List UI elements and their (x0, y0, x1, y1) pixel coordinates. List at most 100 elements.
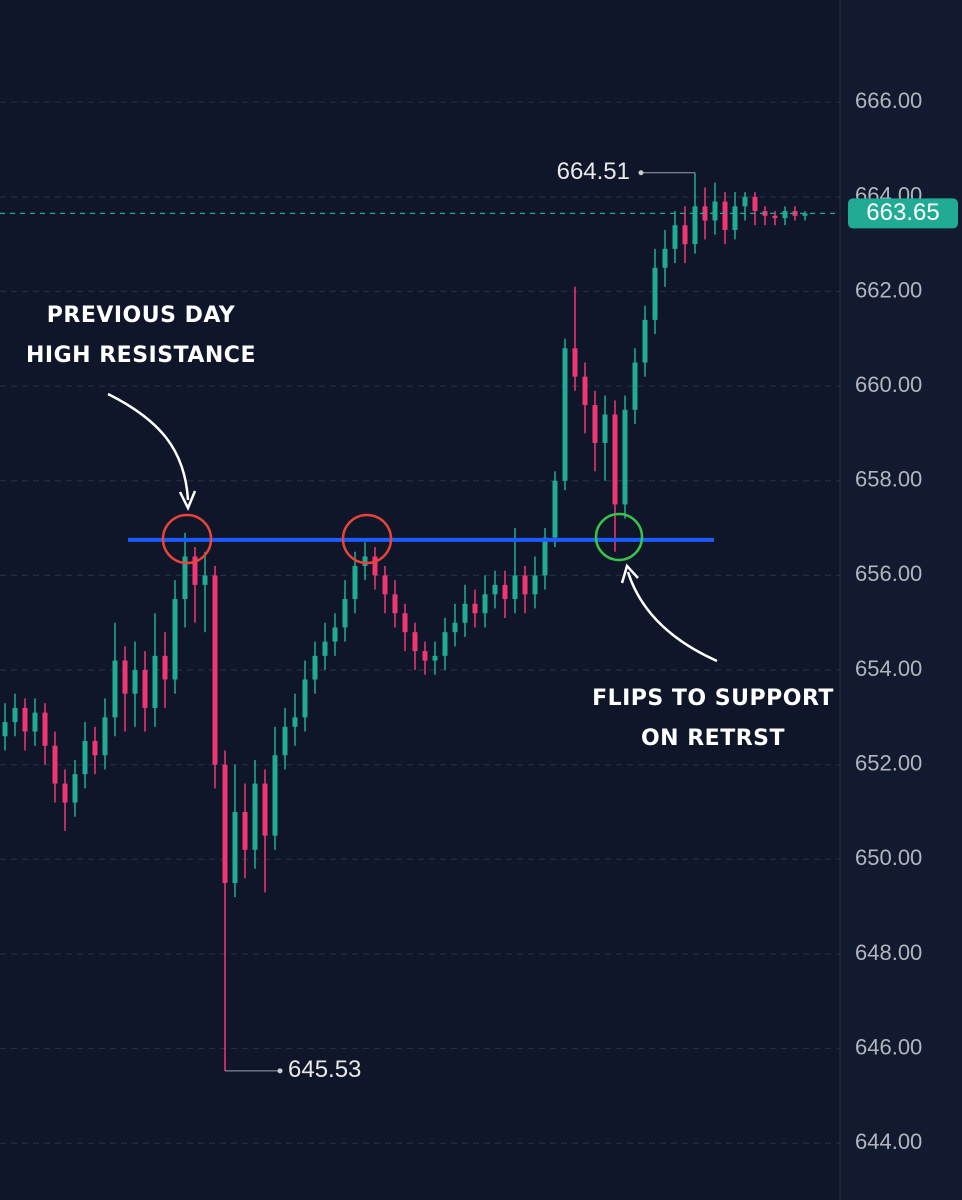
plot: 664.51 645.53 663.65 (0, 158, 958, 1083)
candle-body (442, 632, 448, 656)
candle-body (292, 717, 298, 727)
y-tick-label: 662.00 (855, 277, 922, 302)
candle-body (462, 603, 468, 623)
candle-body (682, 225, 688, 245)
candle-body (432, 655, 438, 661)
candle-body (92, 741, 98, 756)
candle-body (542, 537, 548, 576)
candle-body (642, 319, 648, 363)
candle-body (652, 267, 658, 320)
candle-body (482, 594, 488, 614)
y-tick-label: 656.00 (855, 561, 922, 586)
candle-body (192, 556, 198, 585)
candle-body (742, 196, 748, 207)
high-dot (638, 170, 644, 176)
candle-body (692, 206, 698, 245)
highlight-circle (594, 512, 644, 562)
candle-body (342, 599, 348, 628)
candle-body (142, 670, 148, 708)
candle-body (722, 201, 728, 230)
candle-body (392, 594, 398, 614)
arrow (626, 571, 718, 663)
candle-body (752, 196, 758, 212)
candle-body (22, 707, 28, 732)
y-tick-label: 648.00 (855, 940, 922, 965)
arrowhead (620, 563, 639, 584)
candle-body (532, 575, 538, 595)
candle-body (612, 414, 618, 505)
y-tick-label: 650.00 (855, 845, 922, 870)
y-tick-label: 658.00 (855, 467, 922, 492)
candle-body (122, 660, 128, 694)
candle-body (622, 409, 628, 505)
candle-body (332, 627, 338, 642)
candle-body (302, 679, 308, 718)
candle-body (252, 783, 258, 850)
arrow (107, 392, 190, 501)
candle-body (312, 655, 318, 680)
highlight-circle (341, 513, 393, 565)
candle-body (562, 348, 568, 481)
candle-body (602, 414, 608, 443)
candle-body (242, 811, 248, 850)
candle-body (182, 556, 188, 600)
candle-body (572, 348, 578, 377)
y-tick-label: 652.00 (855, 750, 922, 775)
annotation: ON RETRST (641, 726, 785, 751)
candle-body (42, 712, 48, 746)
candle-body (202, 575, 208, 585)
candle-body (132, 670, 138, 694)
y-tick-label: 644.00 (855, 1129, 922, 1154)
grid: 644.00 646.00 648.00 650.00 652.00 654.00 656.… (0, 88, 922, 1154)
candle-body (32, 712, 38, 732)
low-dot (277, 1068, 283, 1074)
candle-body (632, 362, 638, 410)
y-tick-label: 646.00 (855, 1034, 922, 1059)
candle-body (662, 248, 668, 268)
candle-body (282, 726, 288, 756)
candle-body (672, 225, 678, 249)
arrowhead (178, 490, 197, 512)
annotation: PREVIOUS DAY (47, 303, 236, 328)
candle-body (712, 201, 718, 221)
high-label: 664.51 (557, 158, 630, 185)
annotation: HIGH RESISTANCE (26, 343, 256, 368)
candle-body (492, 584, 498, 595)
y-tick-label: 660.00 (855, 372, 922, 397)
candle-body (352, 565, 358, 600)
candle-body (552, 480, 558, 538)
candle-body (212, 575, 218, 765)
candle-body (592, 405, 598, 443)
candle-body (582, 376, 588, 406)
low-label: 645.53 (288, 1056, 361, 1083)
y-tick-label: 654.00 (855, 656, 922, 681)
candle-body (102, 717, 108, 756)
candle-body (402, 613, 408, 633)
candle-body (322, 641, 328, 656)
candle-body (272, 755, 278, 836)
candle-body (82, 741, 88, 775)
overlay: PREVIOUS DAY HIGH RESISTANCE FLIPS TO SU… (26, 303, 834, 751)
candle-body (382, 575, 388, 595)
highlight-circle (161, 513, 213, 565)
candle-body (452, 622, 458, 633)
candle-body (372, 556, 378, 576)
last-price-box (848, 198, 958, 229)
candle-body (362, 556, 368, 566)
candle-body (62, 783, 68, 803)
candle-body (262, 783, 268, 836)
candle-body (162, 655, 168, 680)
candle-body (172, 599, 178, 680)
candle-body (802, 213, 808, 216)
candle-body (72, 774, 78, 803)
annotation: FLIPS TO SUPPORT (592, 686, 834, 711)
candle-body (732, 206, 738, 230)
y-tick-label: 666.00 (855, 88, 922, 113)
price-axis-panel (840, 0, 962, 1200)
candle-body (222, 764, 228, 883)
candle-body (502, 584, 508, 600)
candle-body (152, 655, 158, 708)
